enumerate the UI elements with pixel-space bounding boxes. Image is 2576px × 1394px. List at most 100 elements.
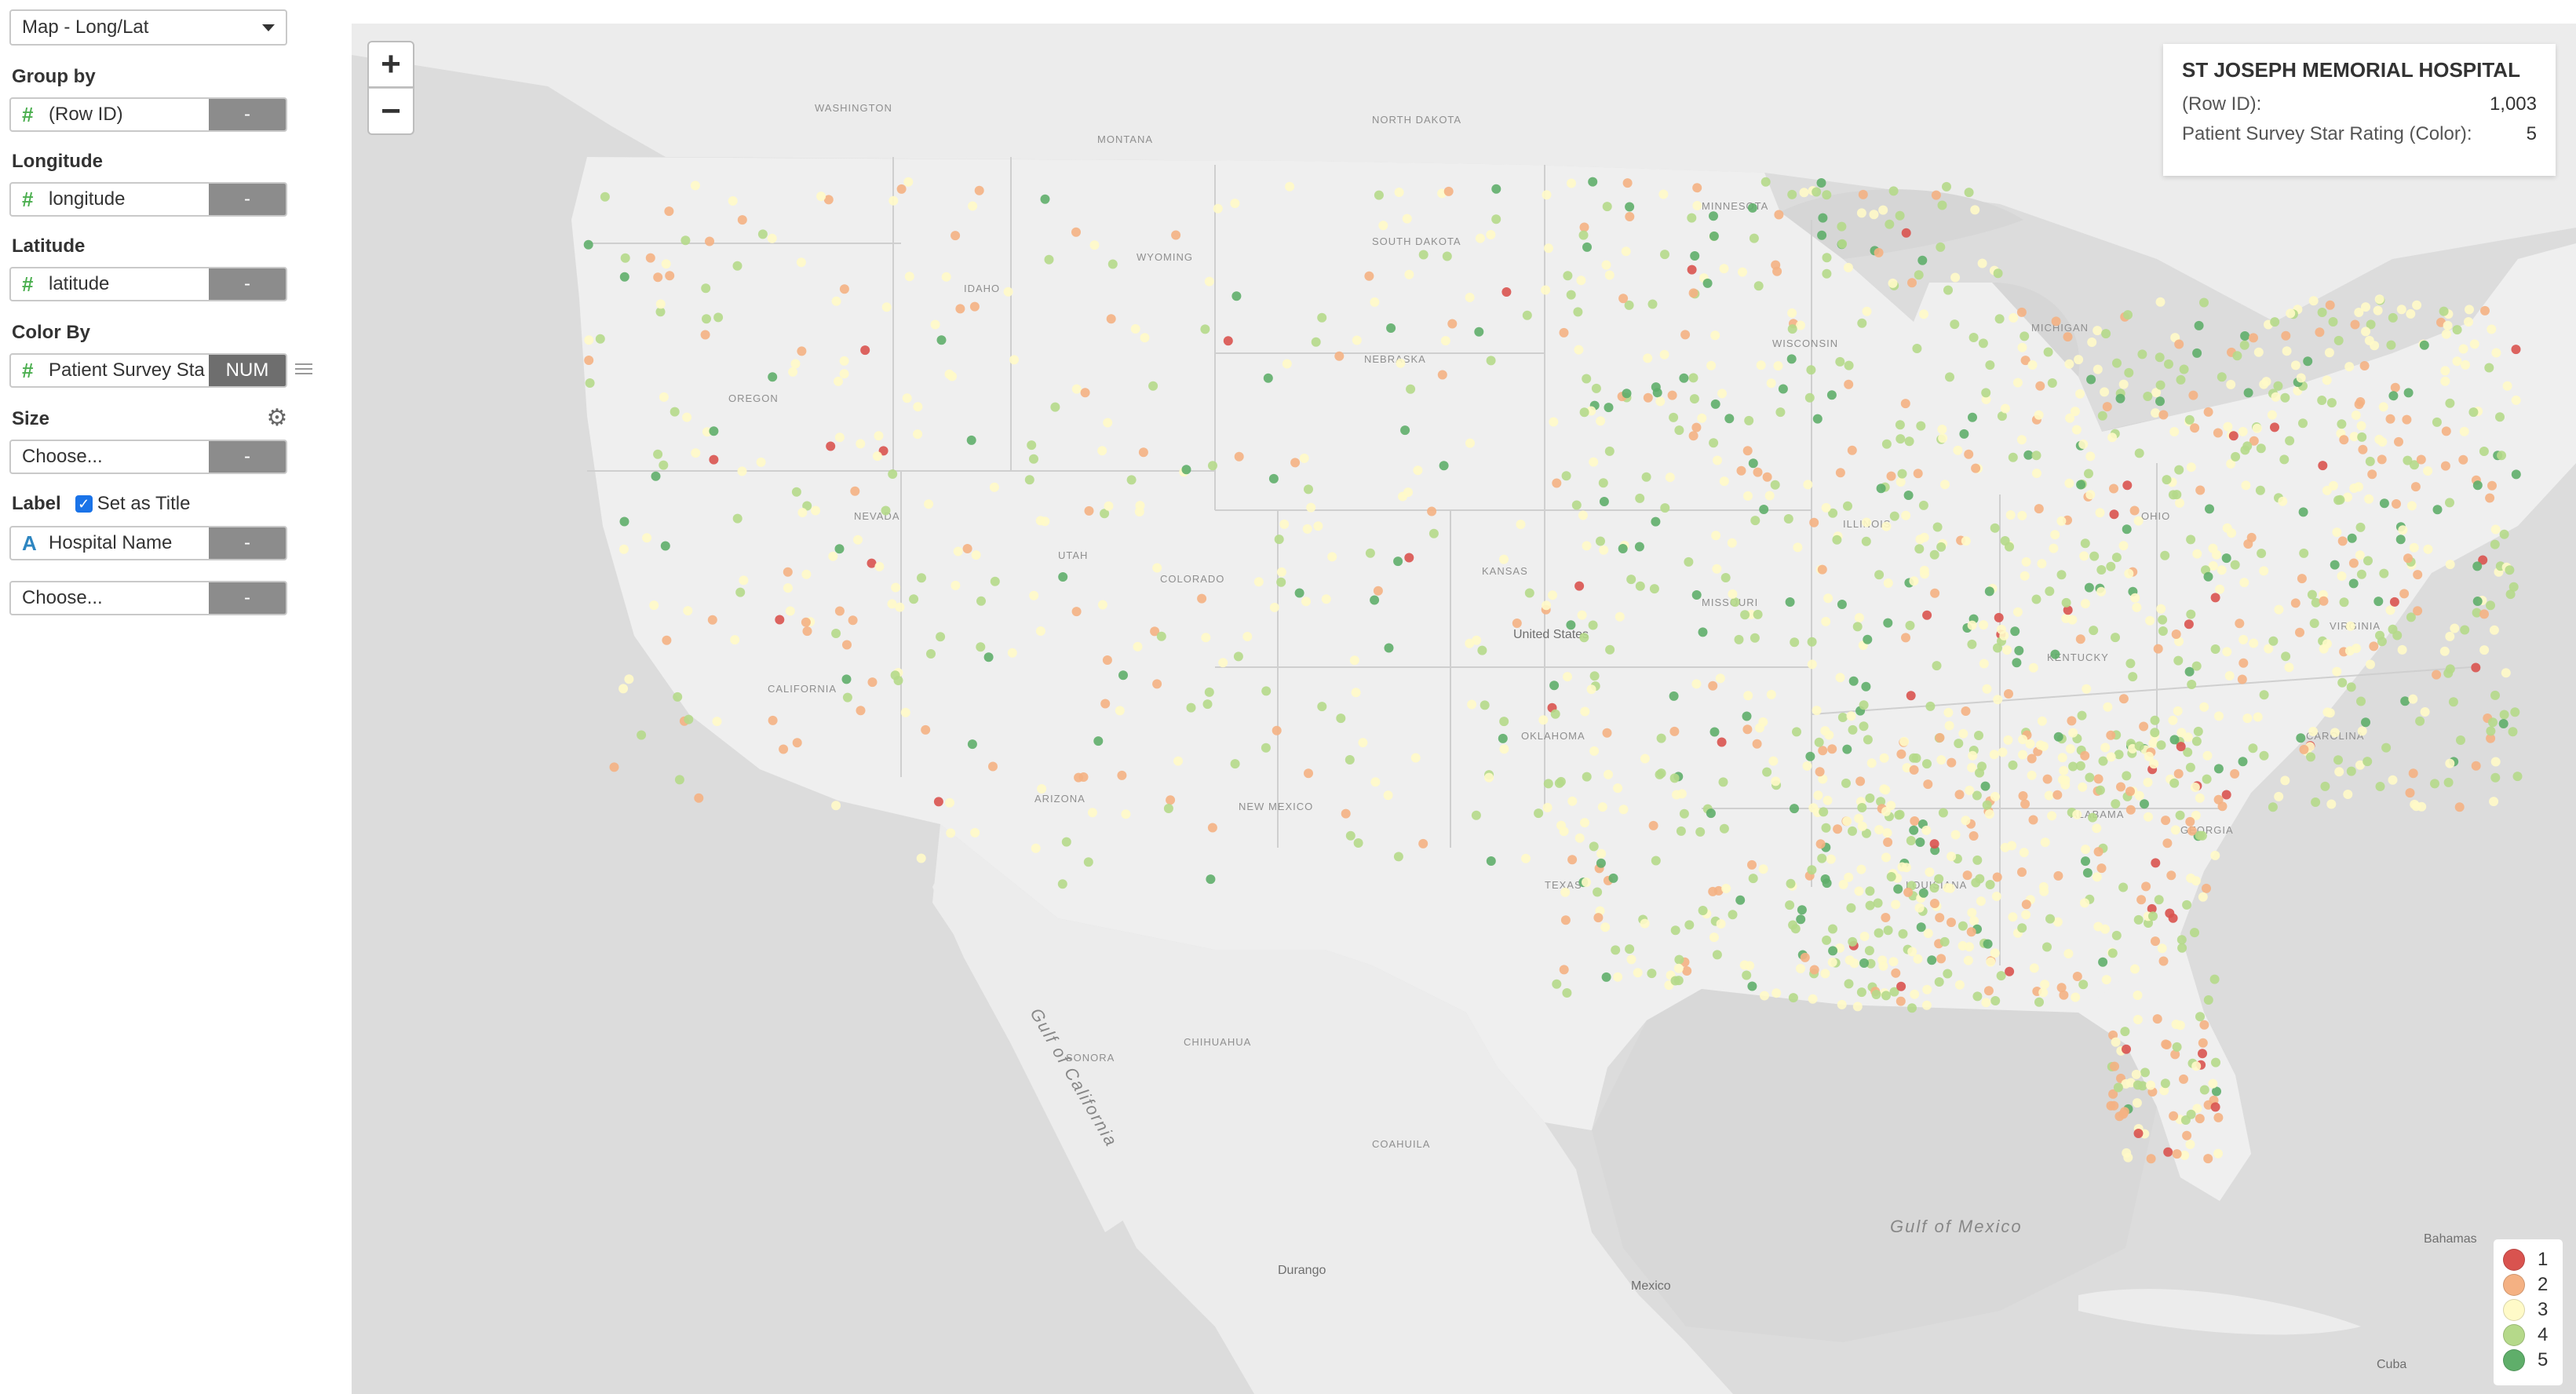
hospital-point[interactable] (1261, 686, 1272, 696)
hospital-point[interactable] (1596, 858, 1606, 868)
hospital-point[interactable] (2284, 662, 2294, 673)
hospital-point[interactable] (2180, 1150, 2190, 1160)
hospital-point[interactable] (1921, 825, 1932, 835)
hospital-point[interactable] (2270, 422, 2279, 432)
hospital-point[interactable] (1961, 536, 1971, 546)
hospital-point[interactable] (1601, 972, 1611, 982)
hospital-point[interactable] (2439, 306, 2449, 316)
hospital-point[interactable] (1102, 655, 1112, 665)
hospital-point[interactable] (1935, 732, 1945, 743)
hospital-point[interactable] (2140, 799, 2149, 809)
hospital-point[interactable] (1656, 733, 1666, 743)
hospital-point[interactable] (1670, 976, 1680, 986)
hospital-point[interactable] (1674, 954, 1684, 965)
hospital-point[interactable] (618, 684, 629, 694)
hospital-point[interactable] (1103, 418, 1113, 428)
hospital-point[interactable] (2357, 726, 2367, 736)
hospital-point[interactable] (1574, 345, 1584, 355)
hospital-point[interactable] (1336, 713, 1346, 724)
hospital-point[interactable] (1895, 809, 1905, 819)
hospital-point[interactable] (1582, 541, 1592, 551)
hospital-point[interactable] (2172, 490, 2182, 500)
hospital-point[interactable] (1173, 756, 1183, 766)
hospital-point[interactable] (609, 762, 619, 772)
hospital-point[interactable] (2085, 451, 2096, 462)
hospital-point[interactable] (1886, 801, 1896, 811)
hospital-point[interactable] (1669, 412, 1679, 422)
hospital-point[interactable] (2356, 696, 2366, 706)
hospital-point[interactable] (2119, 1107, 2129, 1117)
hospital-point[interactable] (707, 615, 717, 625)
hospital-point[interactable] (1687, 265, 1697, 275)
hospital-point[interactable] (1857, 803, 1867, 812)
hospital-point[interactable] (1669, 773, 1680, 783)
hospital-point[interactable] (2134, 448, 2144, 458)
hospital-point[interactable] (1552, 979, 1562, 989)
hospital-point[interactable] (1984, 809, 1994, 819)
hospital-point[interactable] (1471, 810, 1481, 820)
hospital-point[interactable] (1571, 500, 1582, 510)
hospital-point[interactable] (670, 407, 680, 417)
hospital-point[interactable] (2274, 604, 2284, 615)
hospital-point[interactable] (2019, 848, 2029, 858)
hospital-point[interactable] (2298, 418, 2308, 429)
hospital-point[interactable] (2021, 557, 2031, 567)
color-type-badge[interactable]: NUM (209, 355, 286, 386)
longitude-menu-button[interactable]: - (209, 184, 286, 215)
hospital-point[interactable] (2020, 571, 2030, 581)
hospital-point[interactable] (1826, 854, 1836, 864)
hospital-point[interactable] (1364, 271, 1374, 281)
hospital-point[interactable] (2345, 621, 2355, 631)
hospital-point[interactable] (1605, 644, 1615, 655)
hospital-point[interactable] (2512, 772, 2523, 782)
hospital-point[interactable] (1752, 739, 1762, 749)
hospital-point[interactable] (917, 573, 926, 583)
hospital-point[interactable] (2176, 374, 2186, 385)
hospital-point[interactable] (1865, 886, 1875, 896)
hospital-point[interactable] (2249, 436, 2259, 446)
hospital-point[interactable] (2388, 312, 2398, 323)
hospital-point[interactable] (2005, 542, 2014, 552)
hospital-point[interactable] (834, 544, 845, 554)
hospital-point[interactable] (2388, 624, 2398, 634)
hospital-point[interactable] (2238, 757, 2248, 767)
hospital-point[interactable] (1691, 422, 1702, 432)
hospital-point[interactable] (709, 426, 719, 436)
hospital-point[interactable] (1566, 620, 1576, 630)
hospital-point[interactable] (2397, 644, 2407, 655)
hospital-point[interactable] (2068, 728, 2078, 738)
hospital-point[interactable] (2479, 447, 2489, 456)
hospital-point[interactable] (2406, 612, 2416, 622)
hospital-point[interactable] (2465, 305, 2474, 315)
hospital-point[interactable] (1579, 222, 1589, 232)
hospital-point[interactable] (1268, 473, 1279, 484)
hospital-point[interactable] (1943, 883, 1953, 893)
hospital-point[interactable] (1253, 577, 1264, 587)
hospital-point[interactable] (1865, 793, 1875, 803)
hospital-point[interactable] (1967, 907, 1977, 918)
hospital-point[interactable] (702, 314, 711, 324)
hospital-point[interactable] (913, 429, 923, 440)
hospital-point[interactable] (2125, 659, 2136, 669)
hospital-point[interactable] (1618, 294, 1629, 304)
hospital-point[interactable] (694, 793, 704, 803)
hospital-point[interactable] (2095, 508, 2105, 518)
hospital-point[interactable] (2195, 1012, 2205, 1022)
hospital-point[interactable] (2346, 766, 2356, 776)
hospital-point[interactable] (1813, 790, 1823, 801)
hospital-point[interactable] (2350, 319, 2360, 330)
hospital-point[interactable] (2075, 634, 2085, 644)
hospital-point[interactable] (2130, 964, 2140, 974)
hospital-point[interactable] (1990, 523, 2000, 533)
hospital-point[interactable] (2017, 923, 2027, 933)
hospital-point[interactable] (2198, 1038, 2208, 1048)
hospital-point[interactable] (1812, 414, 1823, 424)
hospital-point[interactable] (2148, 738, 2158, 748)
hospital-point[interactable] (2478, 555, 2488, 565)
hospital-point[interactable] (930, 319, 940, 330)
hospital-point[interactable] (2415, 716, 2425, 726)
hospital-point[interactable] (1762, 767, 1772, 777)
hospital-point[interactable] (1907, 1003, 1917, 1013)
hospital-point[interactable] (1349, 655, 1359, 666)
hospital-point[interactable] (1969, 916, 1979, 926)
